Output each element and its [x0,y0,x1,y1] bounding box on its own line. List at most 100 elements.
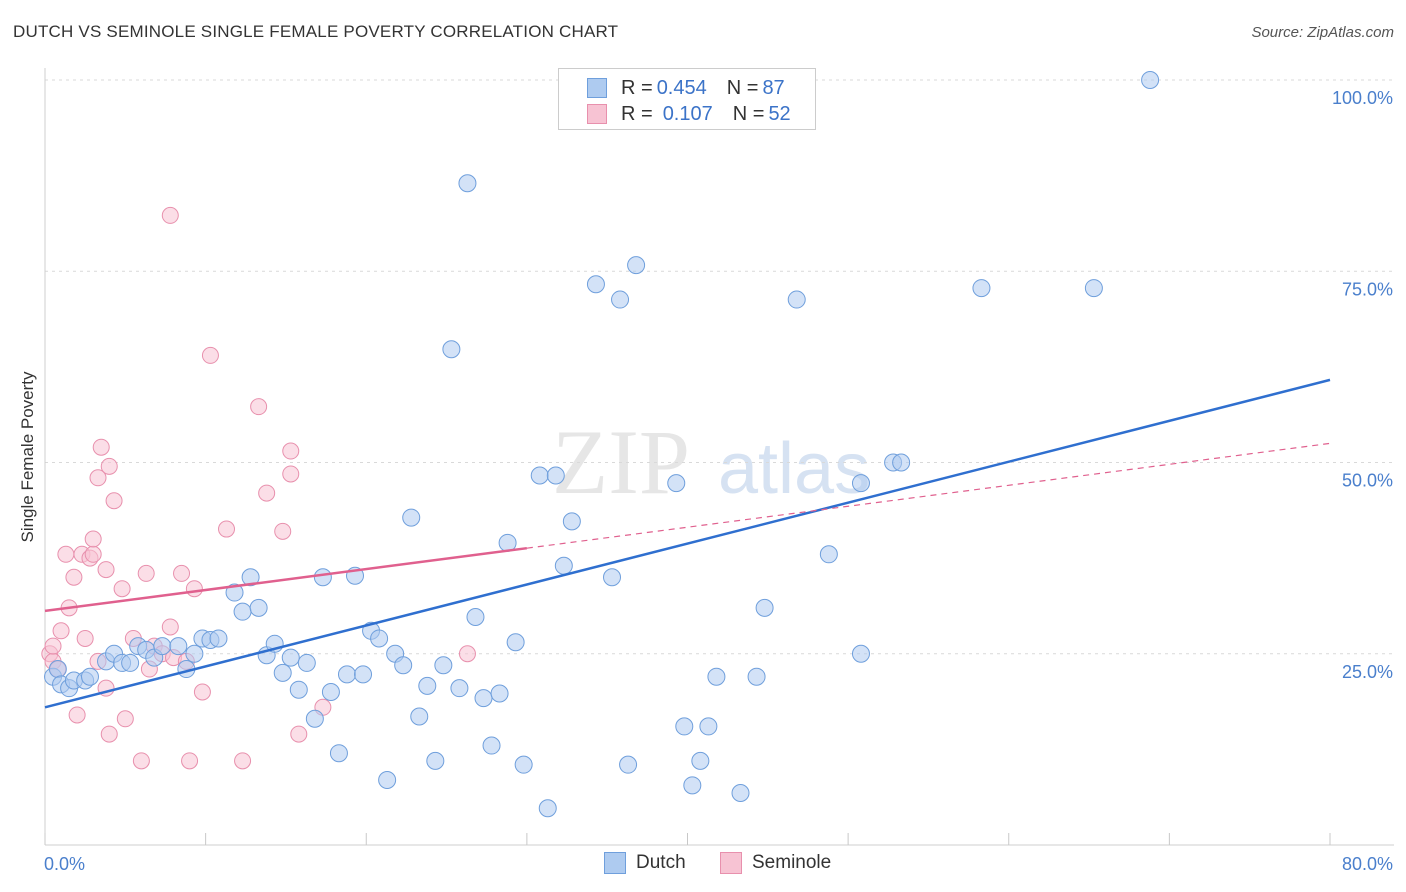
stats-legend: R = 0.454 N = 87 R = 0.107 N = 52 [558,68,816,130]
dutch-point [554,556,573,575]
dutch-point [233,602,252,621]
seminole-point [201,346,219,364]
dutch-point [225,583,244,602]
dutch-point [819,545,838,564]
dutch-point [434,656,453,675]
dutch-point [586,275,605,294]
seminole-point [116,710,134,728]
legend-r-value: 0.107 [662,102,713,125]
dutch-point [514,755,533,774]
seminole-point [92,438,110,456]
seminole-point [97,561,115,579]
dutch-point [731,783,750,802]
seminole-point [113,580,131,598]
seminole-point [100,725,118,743]
dutch-point [394,656,413,675]
dutch-point [667,474,686,493]
legend-row-seminole: R = 0.107 N = 52 [587,103,791,125]
y-tick-label: 75.0% [1342,279,1393,299]
dutch-point [329,744,348,763]
seminole-point [76,629,94,647]
seminole-point [84,530,102,548]
dutch-point [458,174,477,193]
dutch-point [707,667,726,686]
seminole-point [290,725,308,743]
legend-r-label: R = [621,76,653,99]
dutch-point [1084,279,1103,298]
dutch-point [418,676,437,695]
legend-label-seminole: Seminole [752,852,832,873]
seminole-point [65,568,83,586]
dutch-point [603,568,622,587]
seminole-trend-extension [526,442,1331,549]
dutch-point [691,751,710,770]
dutch-point [755,598,774,617]
dutch-point [530,466,549,485]
dutch-point [627,256,646,275]
dutch-point [546,466,565,485]
dutch-point [185,644,204,663]
seminole-point [458,645,476,663]
legend-n-value: 87 [762,76,785,99]
legend-r-label: R = [621,102,653,125]
seminole-point [68,706,86,724]
seminole-point [250,398,268,416]
dutch-point [851,644,870,663]
seminole-point [218,520,236,538]
dutch-point [787,290,806,309]
dutch-point [321,683,340,701]
dutch-point [80,667,99,686]
seminole-point [57,545,75,563]
seminole-point [52,622,70,640]
legend-label-dutch: Dutch [636,852,686,873]
dutch-point [490,684,509,703]
seminole-point [282,442,300,460]
dutch-point [851,474,870,493]
dutch-point [562,512,581,531]
seminole-trend-line [44,546,528,613]
dutch-point [450,679,469,698]
seminole-point [181,752,199,770]
dutch-point [410,707,429,726]
seminole-points [41,206,476,770]
y-axis-label: Single Female Poverty [18,371,37,543]
legend-row-dutch: R = 0.454 N = 87 [587,77,785,99]
seminole-point [161,206,179,224]
dutch-point [1141,71,1160,89]
dutch-point [972,279,991,298]
gridlines [45,79,1394,655]
series-legend: Dutch Seminole [0,852,1406,878]
dutch-point [241,568,260,587]
chart-title: DUTCH VS SEMINOLE SINGLE FEMALE POVERTY … [13,22,619,41]
dutch-swatch [604,852,626,874]
dutch-point [675,717,694,736]
dutch-swatch [587,78,607,98]
x-tick-label: 0.0% [44,854,85,874]
seminole-point [137,564,155,582]
dutch-point [747,667,766,686]
dutch-point [506,633,525,652]
seminole-point [84,545,102,563]
x-ticks [44,833,1331,845]
seminole-point [89,469,107,487]
dutch-point [378,770,397,789]
seminole-point [282,465,300,483]
dutch-point [297,653,316,672]
watermark: ZIP atlas [552,411,870,513]
y-tick-label: 100.0% [1332,88,1393,108]
dutch-point [619,755,638,774]
x-tick-labels: 0.0% 80.0% [44,854,1393,874]
dutch-point [273,663,292,682]
dutch-point [313,568,332,587]
legend-n-value: 52 [768,102,791,125]
dutch-point [466,608,485,627]
legend-item-dutch[interactable]: Dutch [604,852,686,874]
seminole-point [105,492,123,510]
dutch-point [153,637,172,656]
dutch-point [474,689,493,708]
dutch-point [48,660,67,679]
dutch-trend-line [44,378,1331,709]
seminole-point [234,752,252,770]
legend-item-seminole[interactable]: Seminole [720,852,831,874]
